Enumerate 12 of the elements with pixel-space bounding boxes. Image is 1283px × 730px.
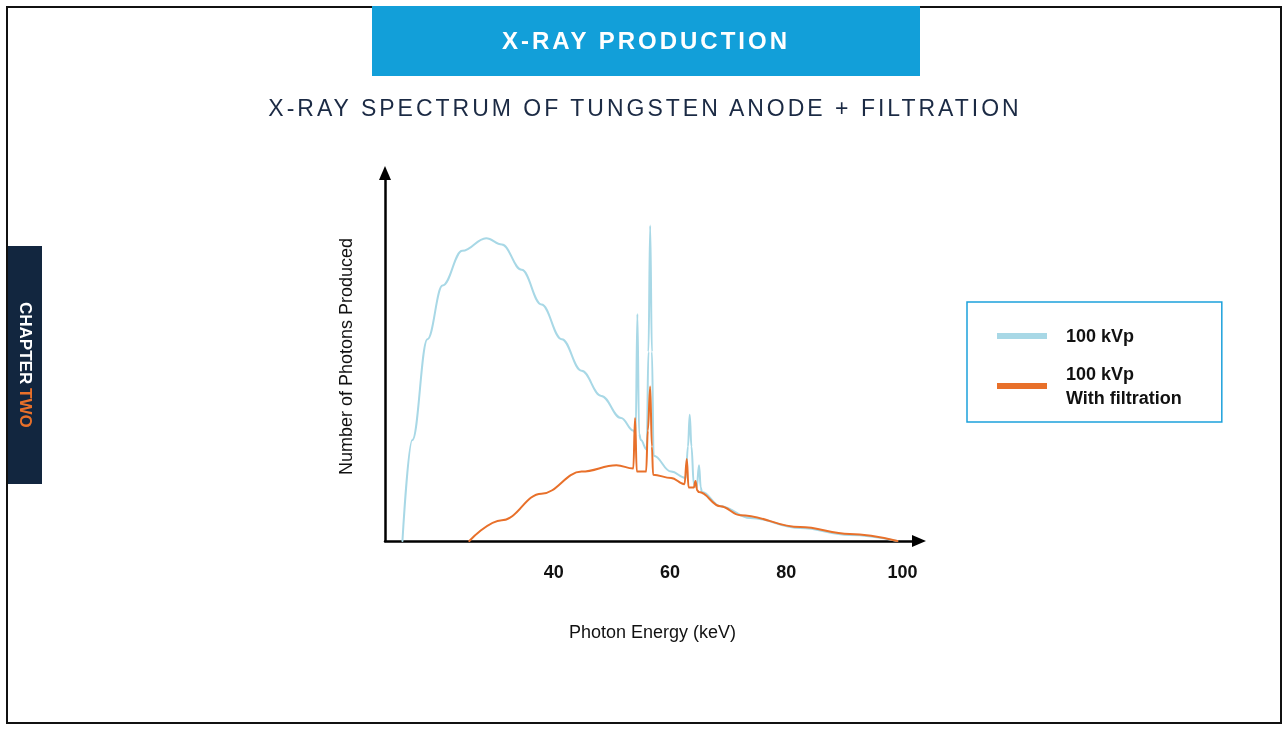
y-axis-title: Number of Photons Produced: [336, 237, 356, 476]
text: CHAPTER: [16, 302, 35, 385]
chart-title: X-RAY PRODUCTION: [372, 6, 920, 76]
x-tick-label: 60: [659, 562, 680, 582]
legend-label: 100 kVp: [1066, 326, 1135, 346]
x-axis-title: Photon Energy (keV): [568, 622, 737, 642]
text: TWO: [16, 388, 35, 428]
legend-label: 100 kVp With filtration: [1066, 364, 1182, 408]
x-tick-label: 80: [776, 562, 797, 582]
x-tick-label: 100: [887, 562, 918, 582]
x-tick-label: 40: [543, 562, 564, 582]
chart-subtitle: X-RAY SPECTRUM OF TUNGSTEN ANODE + FILTRATION: [267, 95, 1023, 122]
